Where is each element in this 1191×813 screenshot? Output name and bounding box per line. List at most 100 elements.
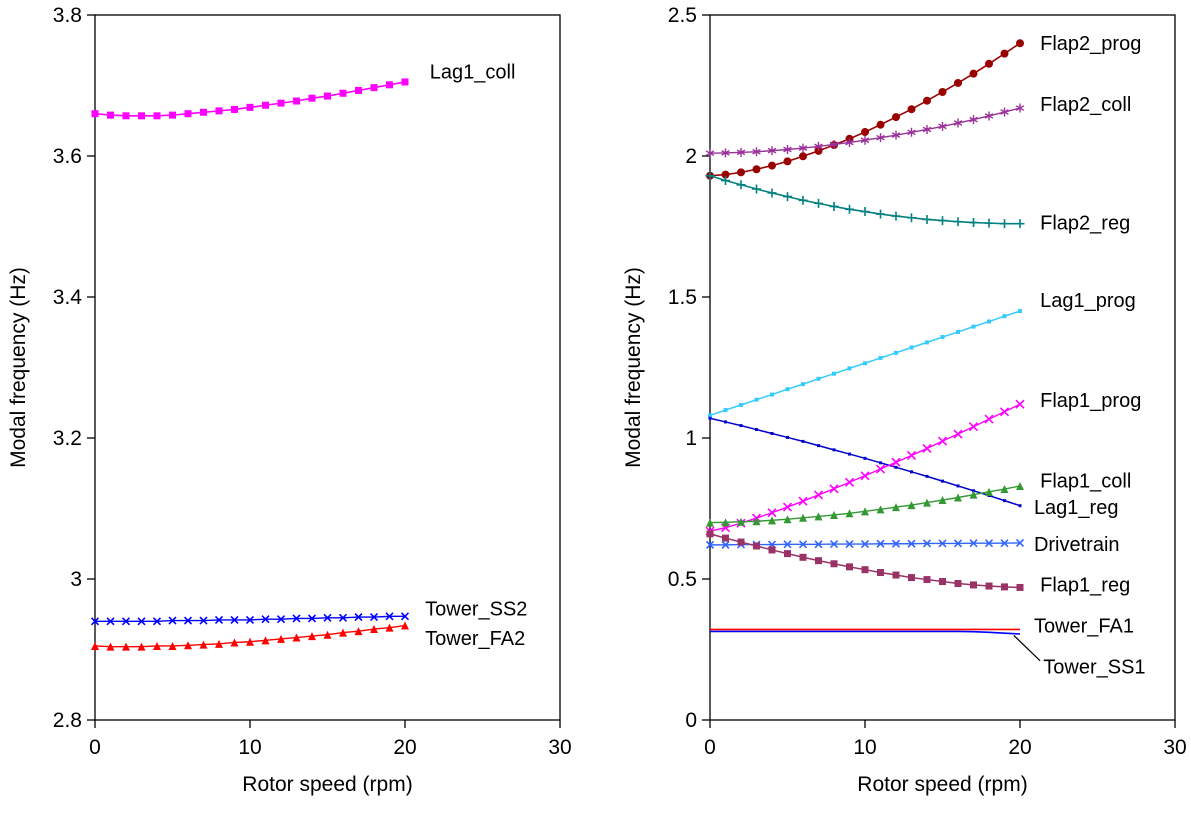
Lag1_reg-marker <box>894 465 898 469</box>
Flap1_reg-marker <box>784 550 791 558</box>
Lag1_prog-marker <box>708 413 712 418</box>
Lag1_coll-marker <box>277 99 285 107</box>
Flap2_reg-marker <box>953 217 963 227</box>
Tower_SS1-leader-line <box>1013 634 1041 662</box>
Flap2_coll-marker <box>845 137 854 147</box>
Flap1_reg-marker <box>939 578 946 586</box>
Tower_SS2-marker <box>137 617 146 626</box>
Drivetrain-marker <box>922 539 932 548</box>
Tower_SS2-marker <box>90 617 100 626</box>
Tower_SS2-marker <box>183 616 193 625</box>
right-chart: 0 10 20 30 0 0.5 1 1.5 2 2.5 Rotor speed (rpm) Moda… <box>622 4 1187 796</box>
Drivetrain-marker <box>783 540 792 549</box>
Tower_FA2-marker <box>370 625 378 634</box>
Flap1_reg-label: Flap1_reg <box>1040 575 1130 597</box>
Tower_SS2-marker <box>168 616 177 625</box>
Tower_FA2-marker <box>385 623 394 632</box>
Flap2_coll-marker <box>752 147 761 157</box>
Flap1_prog-marker <box>860 471 870 481</box>
Lag1_reg-marker <box>739 424 743 428</box>
Drivetrain-marker <box>891 539 901 548</box>
Lag1_reg-marker <box>708 416 712 420</box>
Lag1_coll-marker <box>215 107 223 115</box>
Flap1_prog-marker <box>829 484 839 494</box>
Flap1_prog-label: Flap1_prog <box>1040 390 1141 412</box>
Flap2_prog-marker <box>1000 49 1009 58</box>
Lag1_prog-marker <box>878 355 883 360</box>
Tower_SS2-marker <box>307 614 317 623</box>
Tower_SS2-marker <box>106 617 115 626</box>
Flap1_coll-marker <box>1000 485 1009 494</box>
Tower_FA2-marker <box>339 628 347 637</box>
Lag1_reg-marker <box>1018 504 1022 508</box>
y-tick-label: 3.2 <box>53 427 82 450</box>
Flap2_coll-marker <box>876 133 885 143</box>
Lag1_reg-marker <box>879 461 882 465</box>
y-tick-label: 2.5 <box>668 4 697 27</box>
Tower_SS2-marker <box>385 612 394 621</box>
Flap2_reg-marker <box>721 176 730 186</box>
Flap2_prog-marker <box>721 170 730 179</box>
Flap2_prog-marker <box>892 113 900 122</box>
Tower_SS2-marker <box>152 617 162 626</box>
Flap2_reg-marker <box>829 201 839 211</box>
Lag1_coll-marker <box>184 110 192 118</box>
Lag1_reg-marker <box>817 444 820 448</box>
x-tick-label: 20 <box>1008 736 1031 759</box>
Tower_FA2-marker <box>261 636 270 645</box>
Flap1_coll-marker <box>1016 481 1024 490</box>
Lag1_prog-marker <box>816 376 821 381</box>
Tower_FA2-marker <box>292 633 301 642</box>
Lag1_prog-marker <box>723 408 728 413</box>
Tower_SS2-marker <box>323 613 332 622</box>
Tower_FA1-label: Tower_FA1 <box>1034 616 1134 638</box>
Lag1_coll-marker <box>246 103 254 111</box>
Flap1_reg-marker <box>799 553 807 561</box>
Flap2_reg-marker <box>938 216 947 226</box>
Flap2_coll-marker <box>984 111 994 121</box>
Lag1_reg-marker <box>770 431 774 435</box>
Lag1_coll-marker <box>169 111 176 119</box>
Flap2_coll-marker <box>891 130 901 140</box>
Flap1_coll-marker <box>706 518 714 527</box>
y-axis-title: Modal frequency (Hz) <box>622 267 645 468</box>
Tower_FA2-marker <box>354 627 363 636</box>
Flap2_prog-marker <box>799 152 807 161</box>
Flap1_reg-marker <box>985 582 993 590</box>
Flap2_coll-label: Flap2_coll <box>1040 94 1131 116</box>
Flap2_reg-marker <box>1000 219 1009 229</box>
Tower_SS2-marker <box>245 615 255 624</box>
x-tick-label: 30 <box>1163 736 1186 759</box>
Flap1_reg-marker <box>861 566 869 574</box>
Flap1_coll-marker <box>938 496 947 505</box>
Flap1_prog-marker <box>984 414 994 424</box>
Tower_SS2-marker <box>400 612 410 621</box>
Lag1_prog-marker <box>987 319 991 324</box>
Lag1_prog-marker <box>863 361 867 366</box>
Flap1_coll-marker <box>969 490 978 499</box>
Flap1_reg-marker <box>753 542 760 550</box>
y-tick-label: 3.4 <box>53 286 83 309</box>
Flap1_coll-marker <box>752 517 761 526</box>
Flap1_reg-marker <box>768 546 776 554</box>
Flap1_reg-marker <box>892 571 900 579</box>
Flap1_prog-marker <box>968 422 979 432</box>
Lag1_reg-marker <box>724 420 727 424</box>
Tower_FA2-marker <box>199 640 208 649</box>
Flap2_reg-marker <box>922 214 932 224</box>
Flap2_coll-marker <box>736 147 746 157</box>
Flap1_coll-marker <box>876 505 885 514</box>
Flap2_prog-marker <box>969 69 978 78</box>
Tower_FA2-marker <box>277 634 285 643</box>
Flap1_coll-marker <box>907 501 916 510</box>
Tower_FA2-marker <box>246 637 254 646</box>
Flap1_reg-marker <box>1016 583 1024 591</box>
Flap1_coll-marker <box>845 509 854 518</box>
Flap2_reg-marker <box>907 213 916 223</box>
Flap2_reg-marker <box>767 188 777 198</box>
Flap1_coll-marker <box>721 518 730 527</box>
Drivetrain-marker <box>721 540 730 549</box>
Flap1_coll-marker <box>783 515 792 524</box>
Flap1_coll-marker <box>985 487 993 496</box>
Lag1_coll-marker <box>355 86 362 94</box>
